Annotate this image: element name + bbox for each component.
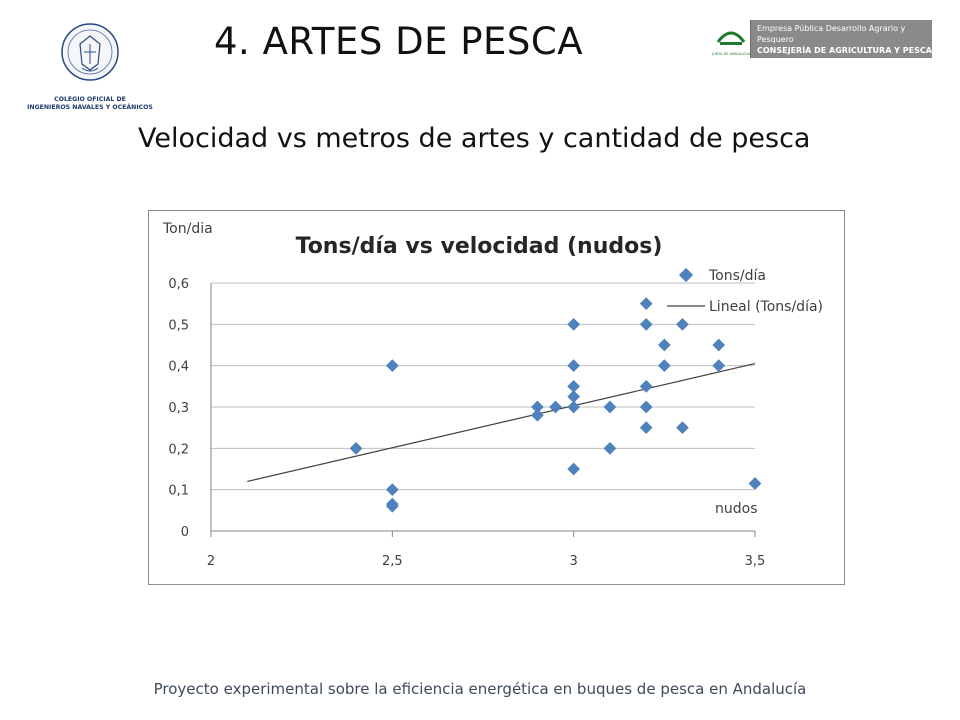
data-point bbox=[385, 499, 399, 513]
data-point bbox=[712, 338, 726, 352]
data-point bbox=[349, 441, 363, 455]
grid-lines bbox=[211, 282, 755, 491]
x-tick-label: 3 bbox=[570, 554, 578, 569]
chart-title: Tons/día vs velocidad (nudos) bbox=[296, 234, 663, 259]
data-points bbox=[349, 297, 762, 513]
data-point bbox=[676, 317, 689, 331]
data-point bbox=[657, 338, 671, 352]
y-tick-label: 0 bbox=[181, 525, 189, 540]
data-point bbox=[639, 400, 653, 414]
y-tick-label: 0,6 bbox=[168, 277, 189, 292]
data-point bbox=[531, 408, 544, 422]
data-point bbox=[639, 317, 653, 331]
junta-badge-icon bbox=[716, 31, 746, 45]
legend-marker-icon bbox=[678, 267, 694, 283]
data-point bbox=[748, 477, 762, 490]
junta-badge-text: JUNTA DE ANDALUCIA bbox=[712, 52, 750, 56]
legend: Tons/día Lineal (Tons/día) bbox=[667, 267, 823, 315]
coat-of-arms-seal-icon bbox=[61, 23, 119, 81]
slide-subtitle: Velocidad vs metros de artes y cantidad … bbox=[138, 123, 811, 154]
data-point bbox=[567, 379, 581, 393]
data-point bbox=[567, 400, 581, 414]
chart-frame: 0 0,1 0,2 0,3 0,4 0,5 0,6 2 2,5 3 3,5 Tons/día vs … bbox=[148, 210, 845, 585]
data-point bbox=[385, 359, 399, 373]
y-tick-label: 0,2 bbox=[168, 442, 189, 457]
y-axis-label: Ton/dia bbox=[162, 221, 213, 237]
data-point bbox=[639, 379, 653, 393]
data-point bbox=[531, 400, 544, 414]
x-axis-label: nudos bbox=[715, 501, 758, 517]
logo-right-line-1: Empresa Pública Desarrollo Agrario y Pes… bbox=[757, 23, 906, 44]
data-point bbox=[639, 297, 653, 311]
junta-andalucia-logo: JUNTA DE ANDALUCIA Empresa Pública Desar… bbox=[712, 20, 932, 58]
data-point bbox=[657, 359, 671, 373]
x-tick-label: 3,5 bbox=[745, 554, 766, 569]
legend-label-series: Tons/día bbox=[708, 268, 766, 284]
y-tick-label: 0,4 bbox=[168, 360, 189, 375]
x-tick-label: 2 bbox=[207, 554, 215, 569]
data-point bbox=[603, 441, 617, 455]
logo-left-line-2: INGENIEROS NAVALES Y OCEÁNICOS bbox=[27, 104, 153, 111]
junta-andalucia-logo-icon: JUNTA DE ANDALUCIA bbox=[712, 20, 751, 58]
x-tick-label: 2,5 bbox=[382, 554, 403, 569]
data-point bbox=[567, 390, 581, 404]
y-tick-label: 0,1 bbox=[168, 484, 189, 499]
data-point bbox=[567, 359, 581, 373]
y-tick-label: 0,3 bbox=[168, 401, 189, 416]
data-point bbox=[603, 400, 617, 414]
trendline bbox=[247, 363, 756, 482]
legend-label-trendline: Lineal (Tons/día) bbox=[709, 299, 823, 315]
logo-left-line-1: COLEGIO OFICIAL DE bbox=[54, 96, 126, 103]
data-point bbox=[639, 421, 653, 435]
colegio-logo: COLEGIO OFICIAL DE INGENIEROS NAVALES Y … bbox=[10, 10, 170, 111]
data-point bbox=[712, 359, 726, 373]
axes: 0 0,1 0,2 0,3 0,4 0,5 0,6 2 2,5 3 3,5 bbox=[168, 277, 765, 569]
page-title: 4. ARTES DE PESCA bbox=[214, 20, 584, 63]
y-tick-label: 0,5 bbox=[168, 318, 189, 333]
logo-right-line-2: CONSEJERÍA DE AGRICULTURA Y PESCA bbox=[757, 45, 932, 55]
data-point bbox=[676, 421, 689, 435]
scatter-chart: 0 0,1 0,2 0,3 0,4 0,5 0,6 2 2,5 3 3,5 Tons/día vs … bbox=[162, 221, 823, 569]
data-point bbox=[567, 317, 581, 331]
data-point bbox=[567, 462, 581, 476]
footer-text: Proyecto experimental sobre la eficienci… bbox=[153, 680, 807, 698]
trendline-layer bbox=[247, 363, 756, 482]
data-point bbox=[385, 483, 399, 497]
